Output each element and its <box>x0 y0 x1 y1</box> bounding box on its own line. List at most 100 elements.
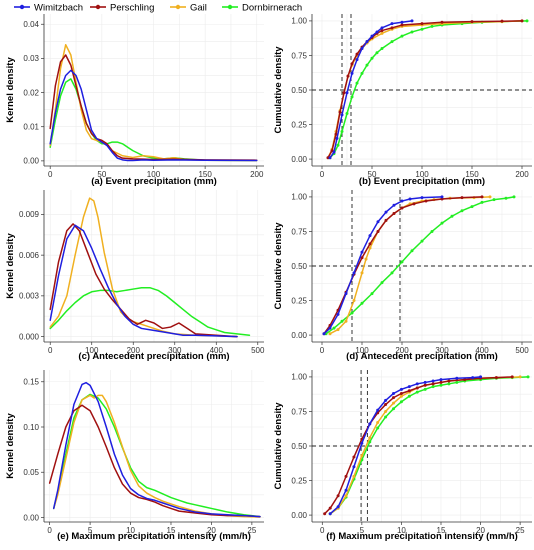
y-tick-label: 0.00 <box>291 155 307 164</box>
data-point <box>352 271 356 275</box>
y-axis-title: Cumulative density <box>273 402 284 490</box>
data-point <box>400 23 404 27</box>
x-tick-label: 10 <box>397 526 406 535</box>
data-point <box>340 319 344 323</box>
x-tick-label: 15 <box>437 526 446 535</box>
panel-caption: (f) Maximum precipitation intensity (mm/… <box>326 531 518 542</box>
data-point <box>384 415 388 419</box>
data-point <box>380 281 384 285</box>
data-point <box>420 27 424 31</box>
data-point <box>460 209 464 213</box>
x-tick-label: 150 <box>198 170 212 179</box>
data-point <box>384 218 388 222</box>
x-tick-label: 400 <box>475 346 489 355</box>
data-point <box>380 26 384 30</box>
data-point <box>423 380 427 384</box>
data-point <box>344 494 348 498</box>
x-tick-label: 300 <box>435 346 449 355</box>
data-point <box>336 328 340 332</box>
data-point <box>431 379 435 383</box>
data-point <box>360 454 364 458</box>
panel-caption: (a) Event precipitation (mm) <box>91 176 217 187</box>
x-tick-label: 0 <box>48 346 53 355</box>
data-point <box>408 197 412 201</box>
series-wimitzbach <box>328 375 483 516</box>
legend-label-perschling: Perschling <box>110 3 154 14</box>
data-point <box>440 195 444 199</box>
data-point <box>410 30 414 34</box>
x-tick-label: 200 <box>250 170 264 179</box>
data-point <box>420 239 424 243</box>
data-point <box>328 326 332 330</box>
data-point <box>440 221 444 225</box>
legend-marker-dornbirnerach <box>227 4 233 10</box>
data-point <box>350 62 354 66</box>
data-point <box>399 394 403 398</box>
data-point <box>479 375 483 379</box>
data-point <box>447 379 451 383</box>
data-point <box>423 383 427 387</box>
data-point <box>392 391 396 395</box>
data-point <box>407 385 411 389</box>
y-tick-label: 0.50 <box>291 262 307 271</box>
y-tick-label: 0.00 <box>23 157 39 166</box>
y-axis-title: Cumulative density <box>273 222 284 310</box>
x-tick-label: 500 <box>251 346 265 355</box>
data-point <box>439 383 443 387</box>
data-point <box>450 214 454 218</box>
series-line-wimitzbach <box>49 224 238 338</box>
data-point <box>344 319 348 323</box>
data-point <box>410 19 414 23</box>
data-point <box>430 24 434 28</box>
data-point <box>352 474 356 478</box>
plot-area <box>44 370 264 522</box>
data-point <box>340 129 344 133</box>
data-point <box>322 332 326 336</box>
data-point <box>494 376 498 380</box>
data-point <box>440 197 444 201</box>
series-line-gail <box>52 394 261 518</box>
data-point <box>399 400 403 404</box>
data-point <box>328 506 332 510</box>
data-point <box>400 260 404 264</box>
series-dornbirnerach <box>49 286 251 336</box>
data-point <box>407 394 411 398</box>
data-point <box>384 409 388 413</box>
x-tick-label: 0 <box>320 170 325 179</box>
y-tick-label: 0.15 <box>23 378 39 387</box>
x-tick-label: 100 <box>147 170 161 179</box>
y-tick-label: 0.04 <box>23 20 39 29</box>
y-tick-label: 0.10 <box>23 423 39 432</box>
y-axis-title: Kernel density <box>5 57 16 123</box>
series-line-dornbirnerach <box>325 196 515 335</box>
panel-c: 0 100 200 300 400 500 0.000 0.003 0.006 0.009 Kern… <box>5 190 265 362</box>
y-tick-label: 0.75 <box>291 407 307 416</box>
data-point <box>525 19 529 23</box>
data-point <box>431 382 435 386</box>
x-tick-label: 10 <box>126 526 135 535</box>
data-point <box>500 19 504 23</box>
data-point <box>504 196 508 200</box>
data-point <box>410 249 414 253</box>
data-point <box>336 505 340 509</box>
y-tick-label: 0.009 <box>19 210 40 219</box>
data-point <box>423 387 427 391</box>
x-tick-label: 0 <box>320 526 325 535</box>
data-point <box>399 391 403 395</box>
data-point <box>488 195 492 199</box>
data-point <box>376 408 380 412</box>
data-point <box>368 242 372 246</box>
panel-e: 0 5 10 15 20 25 0.00 0.05 0.10 0.15 Kernel density… <box>5 370 264 542</box>
legend-marker-gail <box>175 4 181 10</box>
x-tick-label: 0 <box>47 526 52 535</box>
data-point <box>342 91 346 95</box>
data-point <box>345 91 349 95</box>
data-point <box>335 136 339 140</box>
series-wimitzbach <box>49 69 258 162</box>
panel-a: 0 50 100 150 200 0.00 0.01 0.02 0.03 0.04 Kernel d… <box>5 14 264 187</box>
series-wimitzbach <box>52 381 261 518</box>
x-tick-label: 25 <box>516 526 525 535</box>
series-line-dornbirnerach <box>329 376 529 515</box>
data-point <box>334 132 338 136</box>
x-tick-label: 100 <box>415 170 429 179</box>
